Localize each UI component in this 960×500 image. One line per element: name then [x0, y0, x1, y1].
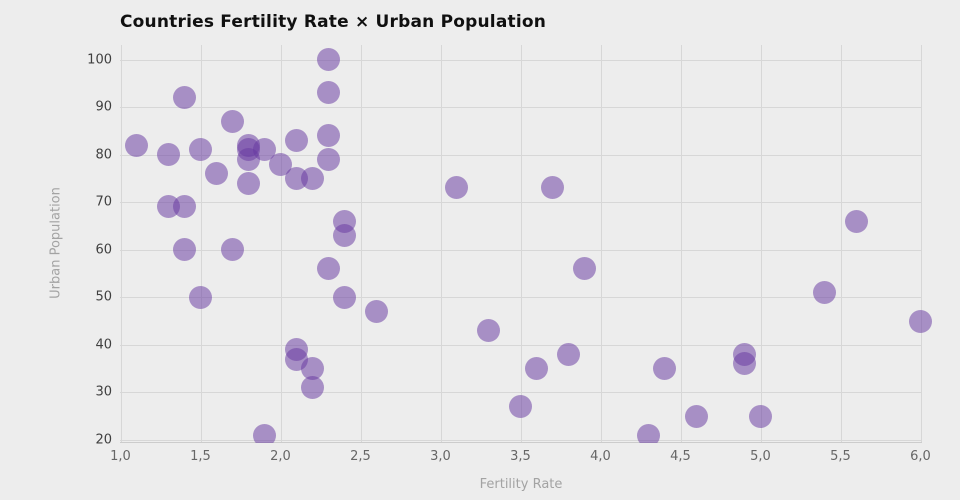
- vertical-gridline: [840, 45, 842, 443]
- scatter-point[interactable]: [253, 423, 276, 443]
- vertical-gridline: [520, 45, 522, 443]
- scatter-point[interactable]: [301, 166, 324, 190]
- scatter-point[interactable]: [365, 300, 388, 324]
- horizontal-gridline: [120, 154, 922, 156]
- x-axis-line: [120, 442, 922, 443]
- y-tick-label: 90: [95, 99, 112, 115]
- horizontal-gridline: [120, 392, 922, 394]
- x-tick-label: 2,0: [270, 449, 291, 464]
- scatter-point[interactable]: [573, 257, 596, 281]
- y-tick-label: 50: [95, 289, 112, 305]
- horizontal-gridline: [120, 297, 922, 299]
- horizontal-gridline: [120, 344, 922, 346]
- y-tick-label: 80: [95, 147, 112, 163]
- scatter-point[interactable]: [813, 281, 836, 305]
- chart-title: Countries Fertility Rate × Urban Populat…: [120, 12, 547, 32]
- scatter-point[interactable]: [317, 81, 340, 105]
- scatter-point[interactable]: [301, 376, 324, 400]
- x-tick-label: 4,0: [590, 449, 611, 464]
- scatter-point[interactable]: [205, 162, 228, 186]
- scatter-point[interactable]: [173, 238, 196, 262]
- scatter-point[interactable]: [189, 138, 212, 162]
- scatter-point[interactable]: [845, 209, 868, 233]
- y-tick-label: 30: [95, 384, 112, 400]
- scatter-point[interactable]: [253, 138, 276, 162]
- horizontal-gridline: [120, 107, 922, 109]
- scatter-point[interactable]: [269, 152, 292, 176]
- scatter-point[interactable]: [333, 224, 356, 247]
- vertical-gridline: [920, 45, 922, 443]
- vertical-gridline: [600, 45, 602, 443]
- scatter-point[interactable]: [317, 147, 340, 171]
- x-axis-label: Fertility Rate: [479, 477, 563, 492]
- scatter-point[interactable]: [445, 176, 468, 200]
- y-tick-label: 40: [95, 337, 112, 353]
- scatter-point[interactable]: [173, 195, 196, 219]
- scatter-point[interactable]: [909, 309, 932, 333]
- x-tick-label: 1,0: [110, 449, 131, 464]
- scatter-point[interactable]: [333, 285, 356, 309]
- vertical-gridline: [760, 45, 762, 443]
- horizontal-gridline: [120, 249, 922, 251]
- x-tick-label: 3,0: [430, 449, 451, 464]
- scatter-point[interactable]: [733, 352, 756, 376]
- scatter-point[interactable]: [157, 143, 180, 167]
- scatter-point[interactable]: [525, 357, 548, 381]
- horizontal-gridline: [120, 440, 922, 441]
- scatter-point[interactable]: [237, 171, 260, 195]
- scatter-point[interactable]: [317, 48, 340, 71]
- x-tick-label: 4,5: [670, 449, 691, 464]
- scatter-point[interactable]: [541, 176, 564, 200]
- x-tick-label: 5,0: [750, 449, 771, 464]
- scatter-point[interactable]: [221, 238, 244, 262]
- y-tick-label: 70: [95, 194, 112, 210]
- scatter-point[interactable]: [285, 128, 308, 152]
- scatter-point[interactable]: [653, 357, 676, 381]
- vertical-gridline: [200, 45, 202, 443]
- vertical-gridline: [360, 45, 362, 443]
- x-tick-label: 3,5: [510, 449, 531, 464]
- scatter-point[interactable]: [477, 319, 500, 343]
- x-tick-label: 1,5: [190, 449, 211, 464]
- scatter-point[interactable]: [509, 395, 532, 419]
- scatter-point[interactable]: [189, 285, 212, 309]
- vertical-gridline: [440, 45, 442, 443]
- horizontal-gridline: [120, 59, 922, 61]
- scatter-point[interactable]: [749, 404, 772, 428]
- scatter-point[interactable]: [637, 423, 660, 443]
- scatter-point[interactable]: [317, 124, 340, 148]
- plot-area[interactable]: [120, 45, 950, 443]
- x-tick-label: 6,0: [910, 449, 931, 464]
- scatter-point[interactable]: [317, 257, 340, 281]
- x-tick-label: 2,5: [350, 449, 371, 464]
- scatter-point[interactable]: [125, 133, 148, 157]
- y-tick-label: 20: [95, 432, 112, 448]
- x-tick-label: 5,5: [830, 449, 851, 464]
- scatter-point[interactable]: [173, 86, 196, 109]
- vertical-gridline: [120, 45, 122, 443]
- horizontal-gridline: [120, 202, 922, 204]
- scatter-point[interactable]: [301, 357, 324, 381]
- vertical-gridline: [280, 45, 282, 443]
- scatter-point[interactable]: [685, 404, 708, 428]
- vertical-gridline: [680, 45, 682, 443]
- scatter-point[interactable]: [557, 342, 580, 366]
- y-tick-label: 60: [95, 242, 112, 258]
- scatter-point[interactable]: [221, 109, 244, 133]
- y-tick-label: 100: [87, 52, 112, 67]
